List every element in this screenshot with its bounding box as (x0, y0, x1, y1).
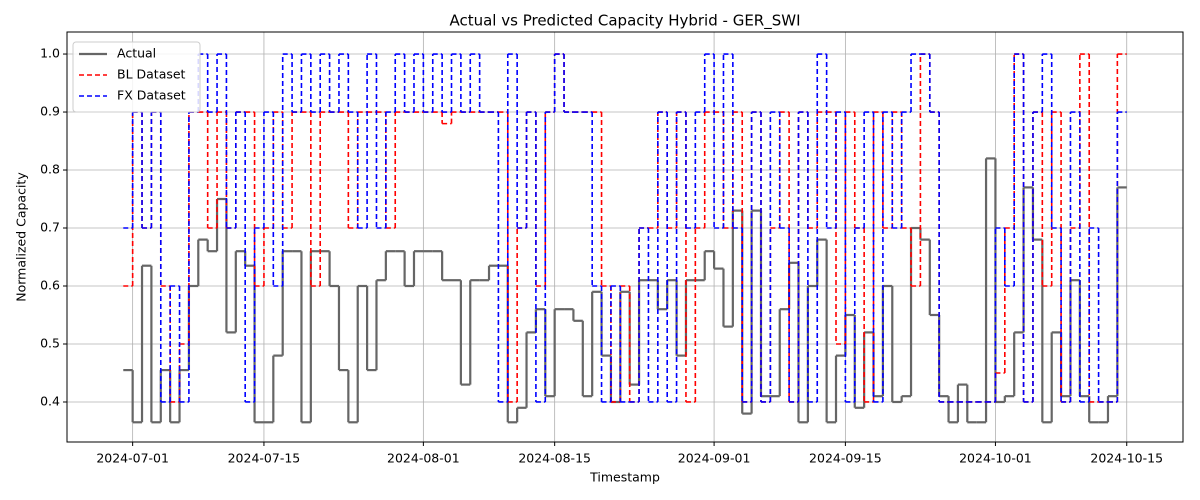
legend-label: BL Dataset (117, 67, 186, 82)
x-tick-label: 2024-08-15 (518, 451, 591, 466)
x-tick-label: 2024-07-01 (96, 451, 169, 466)
plot-frame (66, 31, 1184, 443)
series (123, 53, 1127, 403)
series (123, 157, 1127, 424)
x-tick-label: 2024-09-15 (809, 451, 882, 466)
x-axis-label: Timestamp (589, 470, 660, 485)
x-tick-label: 2024-07-15 (228, 451, 301, 466)
y-tick-label: 0.8 (40, 162, 60, 177)
legend-label: Actual (117, 46, 156, 61)
y-axis-label: Normalized Capacity (14, 172, 29, 302)
legend-box (72, 41, 201, 113)
y-tick-label: 0.6 (40, 278, 60, 293)
legend-label: FX Dataset (117, 88, 186, 103)
y-tick-label: 0.9 (40, 104, 60, 119)
x-tick-label: 2024-10-01 (959, 451, 1032, 466)
x-tick-label: 2024-09-01 (678, 451, 751, 466)
y-tick-label: 0.4 (40, 393, 60, 408)
y-tick-label: 1.0 (40, 46, 60, 61)
x-tick-label: 2024-10-15 (1090, 451, 1163, 466)
y-tick-label: 0.5 (40, 335, 60, 350)
step-riser (131, 54, 1119, 402)
step-riser (131, 158, 1119, 423)
y-tick-label: 0.7 (40, 220, 60, 235)
legend: Actual BL Dataset FX Dataset (72, 41, 201, 113)
x-tick-label: 2024-08-01 (387, 451, 460, 466)
chart-title: Actual vs Predicted Capacity Hybrid - GE… (449, 12, 800, 31)
